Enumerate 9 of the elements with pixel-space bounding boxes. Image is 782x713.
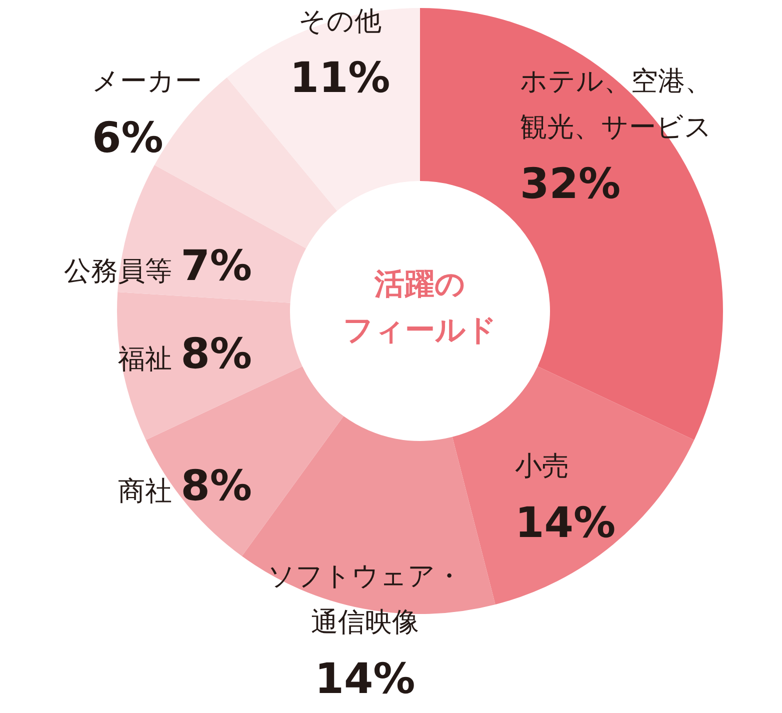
label: 福祉 8% [118,329,252,378]
label: 小売 14% [515,451,616,547]
label: 公務員等 7% [64,241,252,290]
label: ホテル、空港、観光、サービス 32% [520,66,712,208]
label: メーカー 6% [92,66,202,162]
label: 商社 8% [118,461,252,510]
title: 活躍のフィールド [343,267,497,348]
label: ソフトウェア・通信映像 14% [268,561,462,703]
label: その他 11% [290,6,390,102]
